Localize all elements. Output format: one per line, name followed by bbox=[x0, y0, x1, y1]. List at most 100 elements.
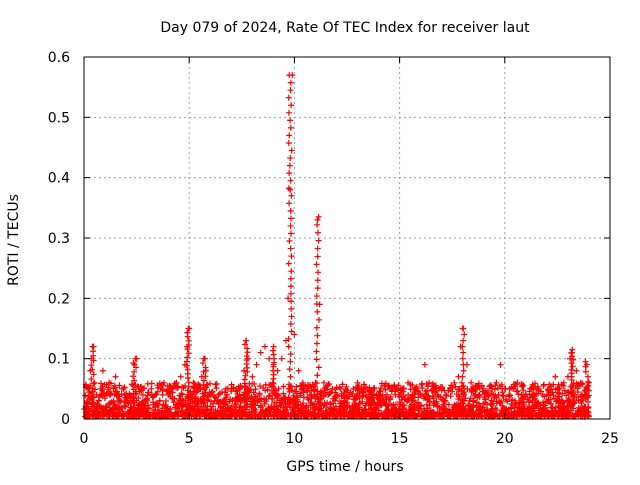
data-point bbox=[131, 368, 138, 375]
data-point bbox=[316, 316, 323, 323]
data-point bbox=[159, 405, 166, 412]
data-point bbox=[314, 229, 321, 236]
data-point bbox=[336, 405, 343, 412]
data-point bbox=[497, 361, 504, 368]
data-point bbox=[182, 409, 189, 416]
data-point bbox=[397, 411, 404, 418]
data-point bbox=[285, 343, 292, 350]
data-point bbox=[468, 411, 475, 418]
data-point bbox=[291, 331, 298, 338]
x-axis-label: GPS time / hours bbox=[286, 459, 403, 475]
data-point bbox=[314, 277, 321, 284]
data-point bbox=[584, 398, 591, 405]
data-point bbox=[333, 384, 340, 391]
data-point bbox=[575, 407, 582, 414]
data-point bbox=[563, 392, 570, 399]
data-point bbox=[271, 410, 278, 417]
data-point bbox=[90, 380, 97, 387]
data-point bbox=[291, 388, 298, 395]
data-point bbox=[377, 384, 384, 391]
data-point bbox=[543, 391, 550, 398]
data-point bbox=[249, 380, 256, 387]
data-point bbox=[291, 395, 298, 402]
data-point bbox=[460, 349, 467, 356]
data-point bbox=[207, 391, 214, 398]
data-point bbox=[468, 407, 475, 414]
data-point bbox=[429, 393, 436, 400]
data-point bbox=[493, 400, 500, 407]
data-point bbox=[288, 328, 295, 335]
data-point bbox=[285, 260, 292, 267]
data-point bbox=[314, 391, 321, 398]
data-point bbox=[354, 390, 361, 397]
data-point bbox=[455, 410, 462, 417]
data-point bbox=[465, 402, 472, 409]
data-point bbox=[361, 407, 368, 414]
data-point bbox=[407, 406, 414, 413]
data-point bbox=[388, 385, 395, 392]
data-point bbox=[418, 381, 425, 388]
data-point bbox=[532, 411, 539, 418]
data-point bbox=[434, 403, 441, 410]
data-point bbox=[181, 361, 188, 368]
data-point bbox=[243, 403, 250, 410]
data-point bbox=[217, 403, 224, 410]
data-point bbox=[355, 382, 362, 389]
data-point bbox=[131, 361, 138, 368]
data-point bbox=[112, 413, 119, 420]
data-point bbox=[274, 367, 281, 374]
data-point bbox=[372, 406, 379, 413]
x-tick-label: 25 bbox=[601, 431, 619, 447]
data-point bbox=[568, 366, 575, 373]
data-point bbox=[150, 406, 157, 413]
data-point bbox=[82, 392, 89, 399]
data-point bbox=[257, 402, 264, 409]
data-point bbox=[455, 373, 462, 380]
data-point bbox=[288, 102, 295, 109]
data-point bbox=[236, 391, 243, 398]
data-point bbox=[583, 361, 590, 368]
data-point bbox=[400, 406, 407, 413]
data-point bbox=[259, 406, 266, 413]
data-point bbox=[290, 410, 297, 417]
data-point bbox=[159, 391, 166, 398]
data-point bbox=[506, 413, 513, 420]
data-point bbox=[410, 412, 417, 419]
data-point bbox=[321, 401, 328, 408]
data-point bbox=[226, 398, 233, 405]
data-point bbox=[383, 391, 390, 398]
data-point bbox=[515, 404, 522, 411]
data-point bbox=[132, 381, 139, 388]
data-point bbox=[287, 245, 294, 252]
data-point bbox=[414, 399, 421, 406]
data-point bbox=[300, 400, 307, 407]
data-point bbox=[476, 391, 483, 398]
data-point bbox=[341, 404, 348, 411]
data-point bbox=[291, 402, 298, 409]
data-point bbox=[286, 396, 293, 403]
data-point bbox=[168, 412, 175, 419]
data-point bbox=[314, 372, 321, 379]
data-point bbox=[194, 397, 201, 404]
data-point bbox=[559, 400, 566, 407]
data-point bbox=[192, 403, 199, 410]
data-point bbox=[174, 404, 181, 411]
data-point bbox=[237, 398, 244, 405]
data-point bbox=[426, 379, 433, 386]
y-tick-label: 0.4 bbox=[48, 171, 70, 187]
data-point bbox=[184, 366, 191, 373]
data-point bbox=[250, 389, 257, 396]
data-point bbox=[299, 379, 306, 386]
x-tick-label: 15 bbox=[391, 431, 409, 447]
data-point bbox=[526, 403, 533, 410]
data-point bbox=[455, 393, 462, 400]
data-point bbox=[169, 385, 176, 392]
data-point bbox=[568, 400, 575, 407]
data-point bbox=[409, 382, 416, 389]
data-point bbox=[249, 373, 256, 380]
data-point bbox=[527, 385, 534, 392]
data-point bbox=[173, 379, 180, 386]
data-point bbox=[584, 383, 591, 390]
data-point bbox=[257, 383, 264, 390]
data-point bbox=[417, 391, 424, 398]
